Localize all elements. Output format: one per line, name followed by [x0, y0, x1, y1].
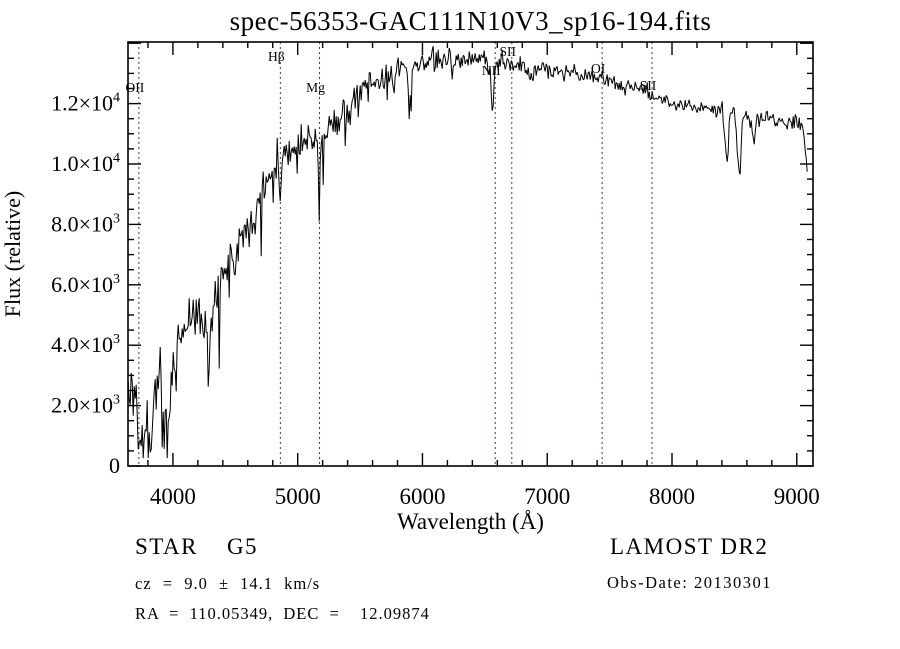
- ra-dec-label: RA = 110.05349, DEC = 12.09874: [135, 604, 430, 623]
- y-tick-label: 2.0×103: [51, 393, 120, 418]
- marker-label: OI: [591, 61, 606, 76]
- x-tick-label: 6000: [399, 484, 445, 509]
- y-axis-ticks: [128, 42, 813, 467]
- spectrum-trace: [127, 45, 808, 459]
- cz-value-label: cz = 9.0 ± 14.1 km/s: [135, 574, 321, 593]
- plot-title: spec-56353-GAC111N10V3_sp16-194.fits: [229, 6, 712, 36]
- plot-frame: [127, 41, 814, 467]
- x-axis-title: Wavelength (Å): [397, 509, 544, 534]
- x-tick-label: 5000: [275, 484, 321, 509]
- x-tick-label: 9000: [774, 484, 820, 509]
- survey-release-label: LAMOST DR2: [610, 534, 769, 559]
- x-tick-labels: 4000 5000 6000 7000 8000 9000: [150, 484, 820, 509]
- object-class-label: STAR G5: [135, 534, 259, 559]
- x-tick-label: 7000: [524, 484, 570, 509]
- marker-label: Hβ: [268, 49, 285, 64]
- marker-label: SII: [500, 44, 517, 59]
- obs-date-label: Obs-Date: 20130301: [607, 573, 772, 592]
- y-tick-label: 0: [109, 453, 120, 478]
- marker-label: OII: [125, 80, 144, 95]
- marker-label: Mg: [306, 80, 325, 95]
- y-tick-label: 1.0×104: [51, 151, 120, 176]
- y-tick-label: 1.2×104: [51, 91, 120, 116]
- y-tick-labels: 0 2.0×103 4.0×103 6.0×103 8.0×103 1.0×104 1.2×…: [51, 91, 120, 478]
- x-axis-ticks: [147, 42, 798, 466]
- x-tick-label: 8000: [649, 484, 695, 509]
- x-tick-label: 4000: [150, 484, 196, 509]
- marker-label: NII: [482, 63, 501, 78]
- y-tick-label: 4.0×103: [51, 332, 120, 357]
- y-tick-label: 6.0×103: [51, 272, 120, 297]
- y-axis-title: Flux (relative): [0, 191, 25, 317]
- y-tick-label: 8.0×103: [51, 211, 120, 236]
